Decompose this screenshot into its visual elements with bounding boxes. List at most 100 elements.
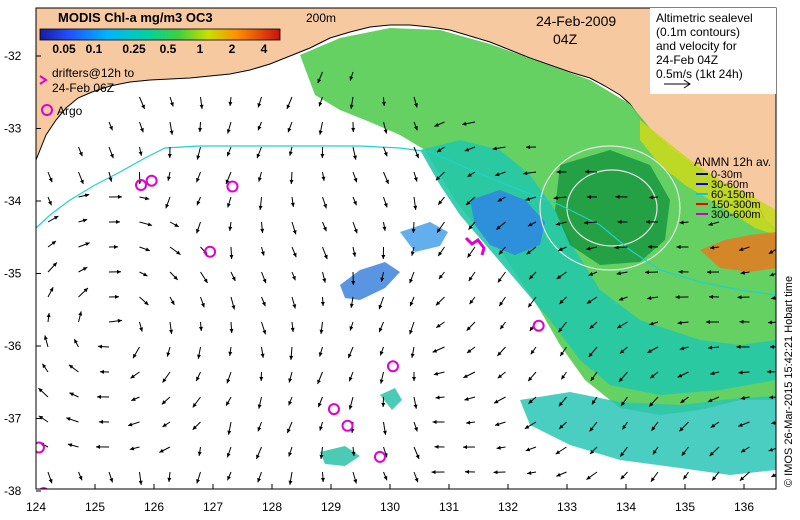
colorbar-tick-label: 0.1	[86, 42, 103, 56]
velocity-arrow	[260, 246, 265, 256]
velocity-arrow	[96, 394, 110, 399]
velocity-arrow	[38, 387, 49, 398]
chl-west-blue-streak	[340, 262, 400, 300]
velocity-arrow	[352, 221, 358, 234]
argo-float-marker	[532, 319, 545, 332]
velocity-arrow	[558, 321, 567, 333]
velocity-arrow	[649, 371, 659, 379]
velocity-arrow	[225, 171, 232, 185]
velocity-arrow	[553, 195, 567, 200]
velocity-arrow	[435, 296, 445, 306]
velocity-arrow	[558, 246, 567, 252]
velocity-arrow	[558, 421, 567, 430]
velocity-arrow	[437, 196, 445, 206]
velocity-arrow	[619, 346, 628, 354]
velocity-arrow	[261, 321, 267, 335]
lat-tick-label: -32	[4, 49, 22, 63]
velocity-arrow	[463, 371, 476, 379]
velocity-arrow	[288, 371, 293, 383]
velocity-arrow	[494, 421, 506, 427]
lon-tick-label: 128	[262, 500, 282, 514]
velocity-arrow	[230, 296, 236, 310]
velocity-arrow	[676, 244, 689, 249]
colorbar-tick-label: 0.05	[52, 42, 76, 56]
colorbar-ticks: 0.05 0.1 0.25 0.5 1 2 4	[52, 42, 267, 56]
velocity-arrow	[411, 221, 416, 234]
velocity-arrow	[227, 471, 232, 481]
anmn-legend-label: 60-150m	[711, 189, 754, 201]
altimetry-note-line: 0.5m/s (1kt 24h)	[656, 67, 743, 81]
velocity-arrow	[620, 471, 628, 480]
lat-tick-label: -38	[4, 484, 22, 498]
velocity-arrow	[162, 371, 171, 383]
velocity-arrow	[530, 346, 537, 355]
sealevel-contour-outer	[539, 145, 681, 271]
velocity-arrow	[287, 121, 293, 133]
lon-tick-label: 135	[675, 500, 695, 514]
velocity-arrow	[622, 421, 628, 430]
velocity-arrow	[255, 446, 262, 460]
velocity-arrow	[435, 321, 445, 329]
velocity-arrow	[525, 196, 537, 201]
velocity-arrow	[196, 471, 201, 484]
argo-float-marker	[327, 403, 340, 416]
velocity-arrow	[198, 321, 203, 332]
velocity-arrow	[409, 271, 415, 284]
chl-coastal-yellow	[640, 120, 776, 235]
velocity-arrow	[383, 171, 389, 185]
velocity-arrow	[200, 271, 208, 284]
velocity-arrow	[348, 371, 354, 382]
velocity-arrow	[228, 346, 233, 356]
velocity-arrow	[260, 221, 265, 233]
velocity-arrow	[99, 369, 110, 374]
velocity-arrow	[382, 221, 387, 231]
drifter-track	[464, 236, 486, 256]
velocity-arrow	[499, 321, 506, 330]
velocity-arrow	[680, 396, 689, 404]
velocity-arrow	[618, 296, 628, 301]
velocity-arrow	[47, 471, 53, 484]
velocity-arrow	[436, 221, 445, 233]
velocity-arrow	[352, 471, 358, 484]
velocity-arrow	[383, 471, 388, 481]
velocity-arrow	[66, 417, 79, 423]
velocity-arrow	[289, 346, 294, 360]
velocity-arrow	[559, 296, 567, 305]
velocity-arrow	[351, 271, 356, 286]
velocity-arrow	[590, 371, 598, 382]
velocity-arrow	[707, 345, 720, 350]
velocity-arrow	[435, 395, 445, 400]
lon-tick-label: 133	[557, 500, 577, 514]
velocity-arrow	[167, 471, 172, 482]
velocity-arrow	[258, 196, 263, 210]
velocity-arrow	[769, 344, 776, 349]
drifters-note-line1: drifters@12h to	[52, 66, 135, 80]
velocity-arrow	[466, 420, 476, 425]
velocity-arrow	[588, 346, 598, 358]
velocity-arrow	[556, 170, 567, 175]
velocity-arrow	[196, 171, 201, 183]
velocity-arrow	[322, 271, 327, 283]
velocity-arrow	[290, 321, 295, 332]
velocity-arrow	[169, 296, 175, 306]
velocity-arrow	[138, 471, 143, 485]
velocity-arrow	[740, 396, 750, 400]
velocity-arrow	[352, 196, 357, 206]
velocity-arrow	[413, 396, 418, 409]
velocity-arrow	[229, 246, 234, 260]
velocity-arrow	[492, 146, 506, 151]
velocity-arrow	[226, 371, 232, 384]
velocity-arrow	[352, 171, 358, 183]
velocity-arrow	[527, 221, 537, 227]
velocity-arrow	[462, 445, 476, 450]
velocity-arrow	[381, 96, 386, 107]
lon-tick-label: 129	[321, 500, 341, 514]
velocity-arrow	[73, 338, 79, 348]
velocity-arrow	[192, 421, 201, 431]
velocity-arrow	[68, 364, 79, 373]
anmn-legend-label: 0-30m	[711, 169, 742, 181]
velocity-arrow	[261, 271, 267, 284]
velocity-arrow	[286, 96, 293, 110]
velocity-arrow	[257, 421, 262, 432]
lon-tick-label: 130	[380, 500, 400, 514]
